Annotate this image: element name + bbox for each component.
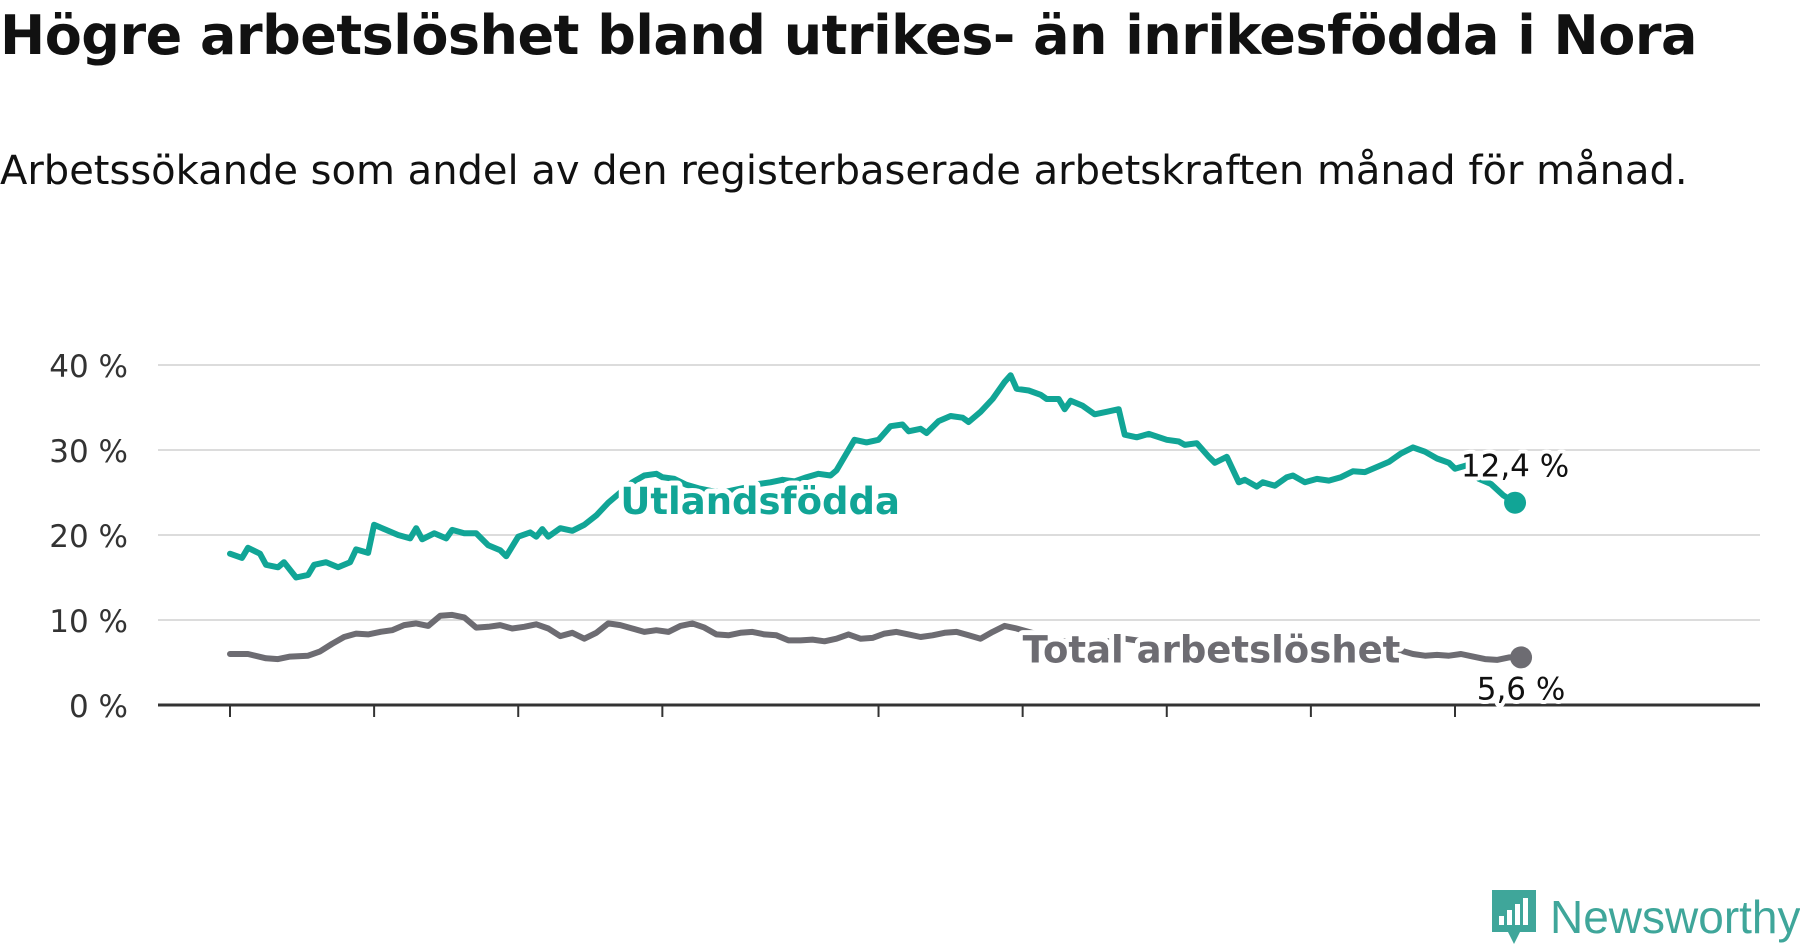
y-tick-label: 10 % xyxy=(49,604,128,640)
y-tick-label: 0 % xyxy=(69,689,128,720)
y-axis-tick-labels: 0 % 10 % 20 % 30 % 40 % xyxy=(49,349,128,720)
line-chart: 0 % 10 % 20 % 30 % 40 % 20082010201220142017… xyxy=(49,349,1760,720)
end-point-total xyxy=(1510,646,1533,669)
series-name-label: Utlandsfödda xyxy=(620,480,900,523)
x-axis: 200820102012201420172019202120232025 xyxy=(158,703,1760,717)
y-tick-label: 30 % xyxy=(49,434,128,470)
series-labels: Utlandsfödda Total arbetslöshet 12,4 % 5,6 … xyxy=(615,445,1573,712)
newsworthy-logo-icon xyxy=(1492,890,1536,944)
end-point-foreign-born xyxy=(1504,491,1527,514)
brand-logo: Newsworthy xyxy=(1490,888,1800,946)
chart-title: Högre arbetslöshet bland utrikes- än inr… xyxy=(0,4,1697,67)
series-line-total xyxy=(227,611,1525,663)
grid-lines xyxy=(158,364,1760,621)
series-lines xyxy=(227,372,1533,669)
series-line-foreign-born xyxy=(227,372,1518,581)
y-tick-label: 20 % xyxy=(49,519,128,555)
chart-subtitle: Arbetssökande som andel av den registerb… xyxy=(0,148,1688,194)
brand-name: Newsworthy xyxy=(1550,891,1800,943)
series-name-label: Total arbetslöshet xyxy=(1023,629,1401,672)
y-tick-label: 40 % xyxy=(49,349,128,385)
end-value-label: 5,6 % xyxy=(1477,671,1566,707)
end-value-label: 12,4 % xyxy=(1461,449,1569,485)
